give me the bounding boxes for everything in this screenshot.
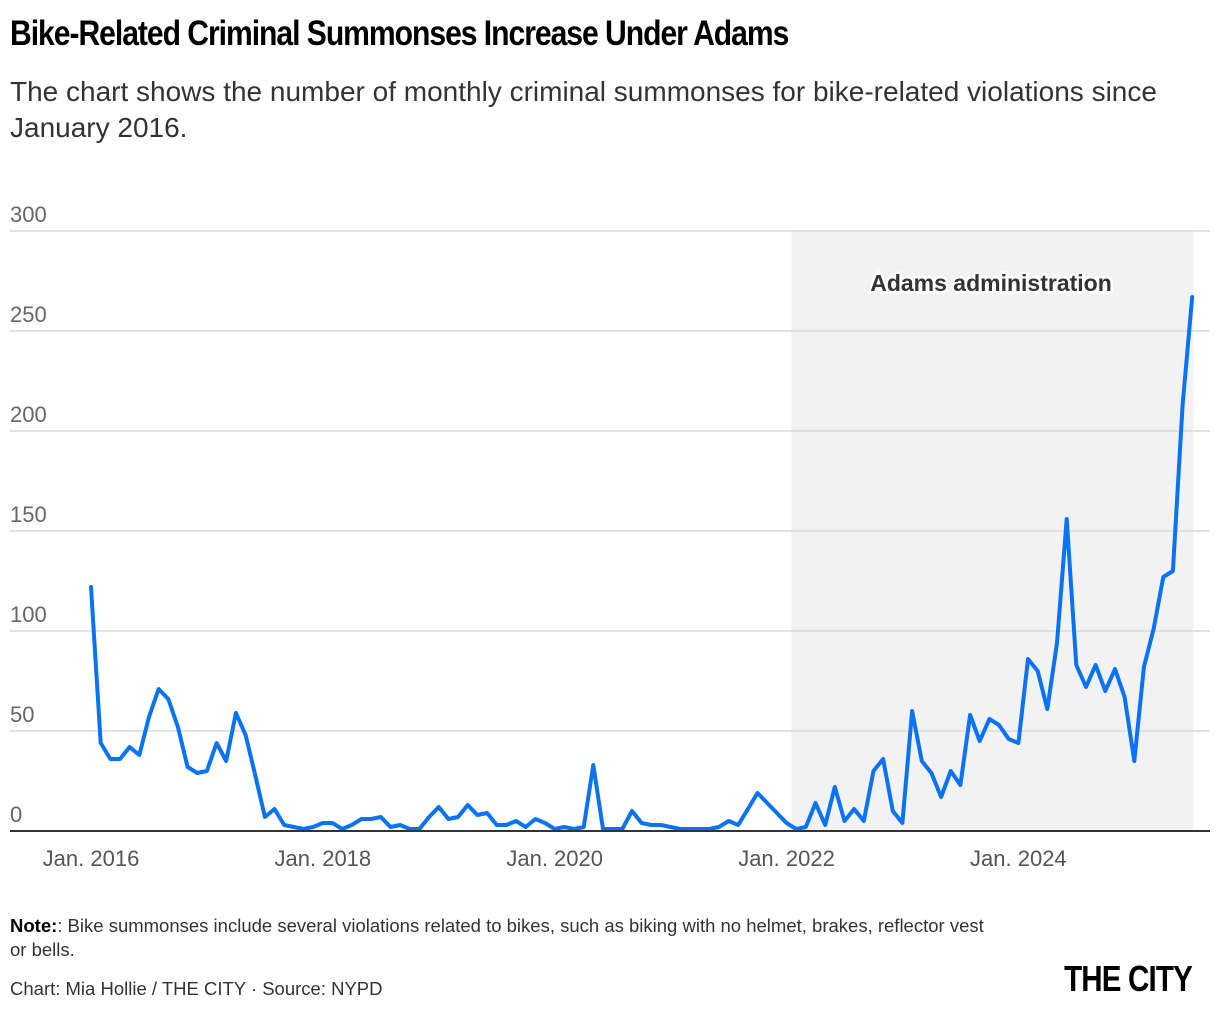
x-axis-labels: Jan. 2016 Jan. 2018 Jan. 2020 Jan. 2022 Jan.… <box>43 846 1067 871</box>
x-tick-label: Jan. 2022 <box>738 846 835 871</box>
y-tick-label: 100 <box>10 602 47 627</box>
chart-title: Bike-Related Criminal Summonses Increase… <box>10 14 789 53</box>
y-tick-label: 150 <box>10 502 47 527</box>
chart-credit: Chart: Mia Hollie / THE CITY · Source: N… <box>10 978 383 999</box>
y-tick-label: 300 <box>10 202 47 227</box>
y-tick-label: 200 <box>10 402 47 427</box>
note-label: Note: <box>10 915 58 936</box>
chart-note: Note:: Bike summonses include several vi… <box>10 914 990 962</box>
x-tick-label: Jan. 2024 <box>970 846 1067 871</box>
y-tick-label: 250 <box>10 302 47 327</box>
note-text: : Bike summonses include several violati… <box>10 915 984 960</box>
x-tick-label: Jan. 2020 <box>506 846 603 871</box>
the-city-logo: THE CITY <box>1064 958 1193 999</box>
chart-subtitle: The chart shows the number of monthly cr… <box>10 76 1157 143</box>
adams-administration-label: Adams administration <box>870 270 1112 296</box>
x-tick-label: Jan. 2016 <box>43 846 140 871</box>
y-tick-label: 50 <box>10 702 34 727</box>
y-axis-labels: 0 50 100 150 200 250 300 <box>10 202 47 827</box>
summons-line <box>89 295 1195 831</box>
gridlines <box>10 230 1210 732</box>
x-tick-label: Jan. 2018 <box>275 846 372 871</box>
y-tick-label: 0 <box>10 802 22 827</box>
